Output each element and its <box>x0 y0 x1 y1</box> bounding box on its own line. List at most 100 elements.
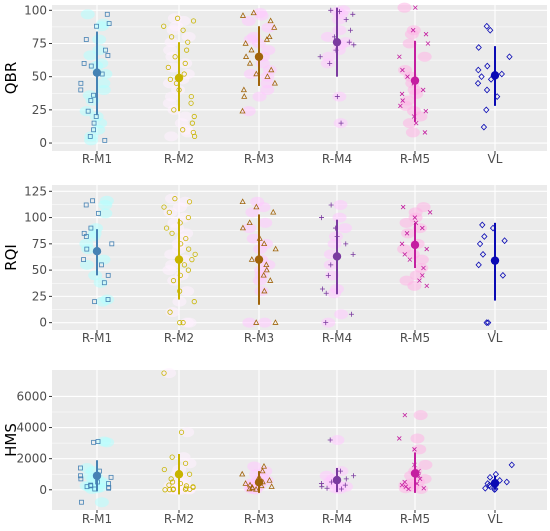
data-point <box>261 240 268 247</box>
data-point <box>323 320 329 326</box>
data-point <box>402 412 408 418</box>
y-tick-label: 2000 <box>16 452 47 466</box>
point-halo <box>327 288 342 299</box>
data-point <box>496 477 503 484</box>
point-halo <box>167 275 182 286</box>
data-point <box>242 53 250 59</box>
data-point <box>182 486 189 493</box>
data-point <box>91 120 97 126</box>
data-point <box>264 73 271 79</box>
point-halo <box>83 50 98 61</box>
point-halo <box>165 51 180 62</box>
data-point <box>400 204 406 210</box>
data-point <box>421 485 427 491</box>
point-halo <box>260 84 275 95</box>
data-point <box>103 47 108 53</box>
point-halo <box>180 127 195 138</box>
data-point <box>84 484 90 490</box>
point-halo <box>166 25 181 36</box>
point-halo <box>412 444 427 455</box>
point-halo <box>405 127 420 138</box>
x-tick-label: R-M4 <box>322 152 352 166</box>
x-tick-label: VL <box>488 512 503 526</box>
data-point <box>191 133 198 139</box>
x-tick-label: R-M3 <box>244 331 274 345</box>
x-tick-label: R-M1 <box>82 331 112 345</box>
x-tick-label: R-M5 <box>400 512 430 526</box>
data-point <box>427 210 433 215</box>
data-point <box>85 108 91 114</box>
point-halo <box>261 22 276 33</box>
data-point <box>167 76 173 82</box>
data-point <box>268 483 275 489</box>
point-halo <box>180 427 195 438</box>
point-halo <box>402 118 417 129</box>
data-point <box>325 272 331 278</box>
point-halo <box>409 270 424 281</box>
data-point <box>166 209 172 215</box>
data-point <box>476 240 484 248</box>
data-point <box>417 476 423 482</box>
data-point <box>242 480 249 486</box>
point-halo <box>162 78 177 89</box>
data-point <box>248 256 255 262</box>
data-point <box>396 436 402 441</box>
data-point <box>421 265 426 271</box>
data-point <box>172 196 178 202</box>
data-point <box>486 473 494 481</box>
y-tick-label: 25 <box>32 289 47 303</box>
data-point <box>483 86 491 94</box>
data-point <box>498 70 505 78</box>
data-point <box>250 9 257 16</box>
data-point <box>91 439 96 445</box>
data-point <box>161 370 167 376</box>
data-point <box>508 461 515 469</box>
data-point <box>239 198 246 205</box>
data-point <box>272 319 279 325</box>
data-point <box>189 257 195 263</box>
data-point <box>90 198 95 204</box>
point-halo <box>332 212 347 223</box>
data-point <box>324 485 330 491</box>
data-point <box>319 286 325 292</box>
data-point <box>183 483 189 489</box>
data-point <box>169 454 175 460</box>
mean-point <box>490 256 500 265</box>
x-tick-label: R-M1 <box>82 512 112 526</box>
data-point <box>402 252 408 257</box>
point-halo <box>96 84 111 95</box>
data-point <box>106 21 112 26</box>
data-point <box>191 113 197 120</box>
data-point <box>88 63 94 69</box>
point-halo <box>414 484 429 494</box>
mean-point <box>174 470 184 479</box>
data-point <box>170 278 177 284</box>
point-halo <box>98 208 113 219</box>
data-point <box>420 87 426 93</box>
point-halo <box>88 270 103 281</box>
point-halo <box>417 51 432 62</box>
data-point <box>319 484 325 490</box>
point-halo <box>409 88 424 99</box>
panel-hms: 0 2000 4000 6000 R-M1 R-M2 R-M3 R-M4 R-M5 VL HMS <box>2 368 547 526</box>
data-point <box>84 246 90 252</box>
data-point <box>413 5 418 10</box>
data-point <box>267 17 274 24</box>
panel-qbr: 0 25 50 75 100 R-M1 R-M2 R-M3 R-M4 R-M5 VL QBR <box>2 2 547 166</box>
data-point <box>240 86 247 93</box>
data-point <box>334 94 340 100</box>
point-halo <box>254 286 269 297</box>
data-point <box>399 91 405 97</box>
point-halo <box>257 317 272 328</box>
data-point <box>170 487 176 493</box>
mean-point <box>92 246 102 256</box>
point-halo <box>162 368 177 379</box>
point-halo <box>93 277 108 288</box>
data-point <box>422 130 428 135</box>
point-halo <box>404 29 419 40</box>
point-halo <box>321 317 336 328</box>
point-halo <box>337 223 352 234</box>
y-axis-title: QBR <box>2 62 20 95</box>
data-point <box>485 319 492 327</box>
point-halo <box>79 259 94 270</box>
